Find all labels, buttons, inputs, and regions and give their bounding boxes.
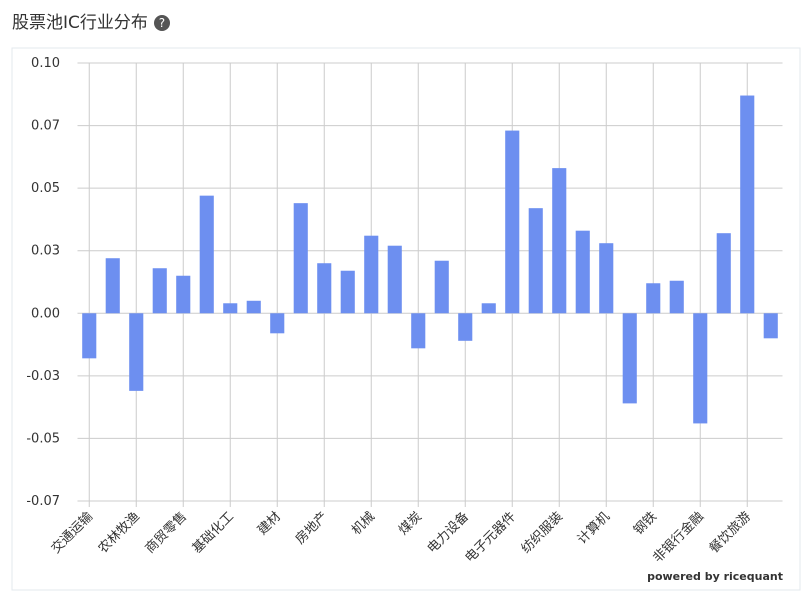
y-tick-label: 0.05	[31, 181, 60, 196]
bar	[434, 260, 449, 314]
bar	[129, 313, 144, 391]
bar	[270, 313, 285, 334]
y-tick-label: -0.07	[26, 494, 60, 509]
bar	[599, 243, 614, 314]
bar	[176, 275, 191, 314]
bar	[693, 313, 708, 424]
bar	[763, 313, 778, 339]
title-text: 股票池IC行业分布	[12, 13, 148, 33]
y-tick-label: -0.05	[26, 431, 60, 446]
help-icon[interactable]: ?	[153, 15, 170, 31]
y-tick-label: 0.03	[31, 244, 60, 259]
y-tick-label: 0.07	[31, 119, 60, 134]
bar	[528, 208, 543, 314]
bar	[622, 313, 637, 404]
page-title: 股票池IC行业分布?	[12, 8, 170, 33]
bar	[387, 245, 402, 314]
bar	[458, 313, 473, 341]
bar	[293, 203, 308, 314]
bar	[317, 263, 332, 314]
bar	[82, 313, 97, 359]
y-tick-label: -0.03	[26, 369, 60, 384]
chart-frame	[11, 47, 801, 591]
bar	[105, 258, 120, 314]
bar	[552, 168, 567, 314]
bar	[340, 270, 355, 314]
bar	[246, 300, 261, 314]
bar	[152, 268, 167, 314]
bar	[364, 235, 379, 314]
bar	[575, 230, 590, 314]
y-tick-label: 0.00	[31, 306, 60, 321]
bar	[646, 283, 661, 314]
bar	[716, 233, 731, 314]
bar	[505, 130, 520, 314]
bar	[740, 95, 755, 314]
credit: powered by ricequant	[647, 570, 783, 583]
bar	[669, 280, 684, 314]
y-tick-label: 0.10	[31, 56, 60, 71]
bar	[481, 303, 496, 314]
bar	[223, 303, 238, 314]
bar	[199, 195, 214, 314]
bar	[411, 313, 426, 349]
